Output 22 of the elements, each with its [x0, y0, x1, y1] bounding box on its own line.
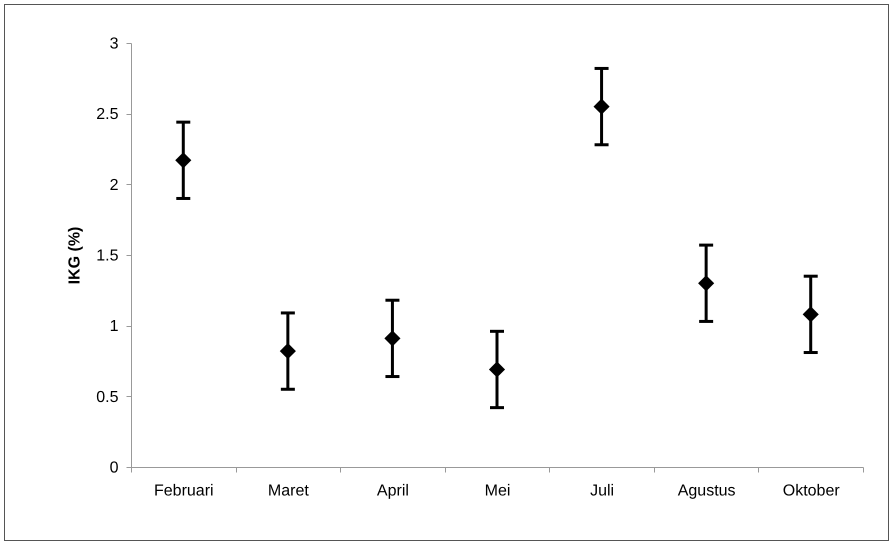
x-tick-label: Maret	[268, 482, 310, 500]
y-tick-label: 2	[110, 176, 119, 194]
point	[384, 330, 400, 346]
y-tick-label: 0	[110, 460, 119, 476]
x-tick-label: Mei	[484, 482, 510, 500]
y-axis-title: IKG (%)	[66, 226, 84, 284]
x-tick-label: April	[376, 482, 409, 500]
y-tick-label: 2.5	[96, 106, 119, 124]
x-tick-label: Agustus	[678, 482, 736, 500]
x-tick-label: Februari	[154, 482, 214, 500]
y-tick-label: 0.5	[96, 388, 119, 406]
point	[175, 152, 192, 168]
point	[698, 275, 714, 292]
y-tick-label: 1	[110, 318, 119, 336]
point	[802, 306, 819, 322]
point	[594, 98, 610, 115]
point	[488, 361, 506, 378]
point	[280, 343, 296, 360]
y-tick-label: 1.5	[96, 248, 119, 264]
y-tick-label: 3	[110, 36, 119, 52]
x-tick-label: Juli	[590, 482, 614, 500]
x-tick-label: Oktober	[782, 482, 840, 500]
